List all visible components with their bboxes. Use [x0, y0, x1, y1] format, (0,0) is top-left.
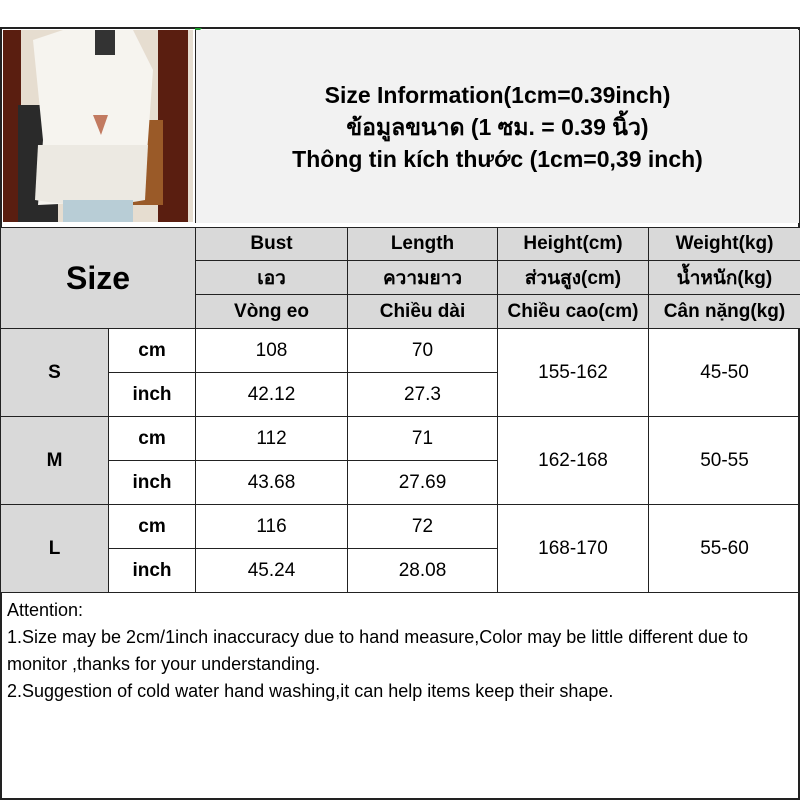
- attention-title: Attention:: [7, 600, 84, 620]
- attention-note-2: 2.Suggestion of cold water hand washing,…: [7, 681, 614, 701]
- attention-note-1: 1.Size may be 2cm/1inch inaccuracy due t…: [7, 627, 749, 674]
- bust-inch: 45.24: [195, 548, 348, 593]
- bust-cm: 116: [195, 504, 348, 549]
- unit-cm: cm: [108, 504, 196, 549]
- column-header-vi: Vòng eo: [195, 294, 348, 329]
- height-range: 162-168: [497, 416, 649, 505]
- header-line-vi: Thông tin kích thước (1cm=0,39 inch): [292, 145, 703, 172]
- length-cm: 71: [347, 416, 498, 461]
- length-inch: 27.3: [347, 372, 498, 417]
- unit-inch: inch: [108, 460, 196, 505]
- weight-range: 45-50: [648, 328, 800, 417]
- weight-range: 55-60: [648, 504, 800, 593]
- length-inch: 27.69: [347, 460, 498, 505]
- height-range: 168-170: [497, 504, 649, 593]
- length-cm: 70: [347, 328, 498, 373]
- size-info-header: Size Information(1cm=0.39inch) ข้อมูลขนา…: [195, 30, 799, 223]
- size-label: L: [0, 504, 109, 593]
- bust-inch: 42.12: [195, 372, 348, 417]
- unit-cm: cm: [108, 416, 196, 461]
- column-header-en: Height(cm): [497, 227, 649, 261]
- length-cm: 72: [347, 504, 498, 549]
- size-label: S: [0, 328, 109, 417]
- column-header-th: ส่วนสูง(cm): [497, 260, 649, 295]
- header-line-th: ข้อมูลขนาด (1 ซม. = 0.39 นิ้ว): [346, 113, 649, 140]
- weight-range: 50-55: [648, 416, 800, 505]
- column-header-en: Bust: [195, 227, 348, 261]
- unit-inch: inch: [108, 372, 196, 417]
- length-inch: 28.08: [347, 548, 498, 593]
- column-header-en: Length: [347, 227, 498, 261]
- column-header-th: ความยาว: [347, 260, 498, 295]
- column-header-en: Weight(kg): [648, 227, 800, 261]
- header-line-en: Size Information(1cm=0.39inch): [324, 81, 671, 108]
- bust-inch: 43.68: [195, 460, 348, 505]
- column-header-vi: Chiều dài: [347, 294, 498, 329]
- column-header-th: น้ำหนัก(kg): [648, 260, 800, 295]
- unit-cm: cm: [108, 328, 196, 373]
- column-header-vi: Cân nặng(kg): [648, 294, 800, 329]
- product-photo: [3, 30, 193, 222]
- column-header-vi: Chiều cao(cm): [497, 294, 649, 329]
- size-label: M: [0, 416, 109, 505]
- size-header: Size: [0, 227, 196, 329]
- height-range: 155-162: [497, 328, 649, 417]
- attention-notes: Attention: 1.Size may be 2cm/1inch inacc…: [0, 592, 800, 800]
- bust-cm: 108: [195, 328, 348, 373]
- unit-inch: inch: [108, 548, 196, 593]
- column-header-th: เอว: [195, 260, 348, 295]
- bust-cm: 112: [195, 416, 348, 461]
